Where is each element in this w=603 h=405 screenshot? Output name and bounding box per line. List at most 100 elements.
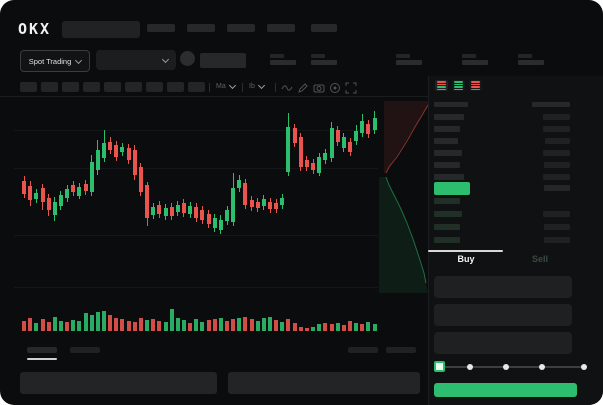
candle-body: [255, 202, 260, 208]
slider-stop-dot[interactable]: [581, 364, 587, 370]
settings-icon[interactable]: [329, 82, 341, 94]
orderbook-header-amount: [532, 102, 570, 107]
last-price-badge[interactable]: [434, 182, 470, 195]
stat-value-placeholder: [396, 60, 422, 65]
amount-slider-handle[interactable]: [434, 361, 445, 372]
candle-body: [292, 128, 297, 143]
camera-icon[interactable]: [313, 82, 325, 94]
interval-button[interactable]: [83, 82, 100, 92]
pair-name-placeholder: [200, 53, 246, 68]
candle-body: [286, 127, 291, 172]
search-input[interactable]: [62, 21, 140, 38]
divider: [242, 83, 243, 92]
fullscreen-icon[interactable]: [345, 82, 357, 94]
slider-stop-dot[interactable]: [503, 364, 509, 370]
orderbook-view-both-icon[interactable]: [435, 80, 448, 91]
bid-price[interactable]: [434, 211, 462, 217]
interval-button[interactable]: [125, 82, 142, 92]
stat-label-placeholder: [462, 54, 476, 58]
gridline: [14, 235, 378, 236]
divider: [209, 83, 210, 92]
interval-button[interactable]: [188, 82, 205, 92]
bid-price[interactable]: [434, 224, 460, 230]
orderbook-view-asks-icon[interactable]: [469, 80, 482, 91]
overlay-dropdown[interactable]: Ma: [216, 81, 236, 90]
volume-bar: [28, 318, 33, 331]
bottom-tab-active[interactable]: [27, 347, 57, 353]
candle-body: [132, 150, 137, 175]
bottom-action[interactable]: [386, 347, 416, 353]
interval-button[interactable]: [146, 82, 163, 92]
amount-input[interactable]: [434, 304, 572, 326]
slider-stop-dot[interactable]: [539, 364, 545, 370]
candle-body: [366, 124, 371, 134]
candle-body: [335, 130, 340, 142]
volume-bar: [323, 323, 328, 331]
candle-body: [280, 198, 285, 205]
candle-body: [200, 210, 205, 220]
orderbook-view-bids-icon[interactable]: [452, 80, 465, 91]
nav-item[interactable]: [187, 24, 215, 32]
interval-button[interactable]: [41, 82, 58, 92]
volume-bar: [335, 323, 340, 331]
interval-button[interactable]: [167, 82, 184, 92]
last-price-amount: [544, 185, 570, 191]
nav-item[interactable]: [227, 24, 255, 32]
ask-price[interactable]: [434, 174, 464, 180]
slider-stop-dot[interactable]: [467, 364, 473, 370]
divider: [0, 96, 428, 97]
volume-bar: [157, 321, 162, 331]
interval-button[interactable]: [62, 82, 79, 92]
bottom-action[interactable]: [348, 347, 378, 353]
market-selector-dropdown[interactable]: Spot Trading: [20, 50, 90, 72]
candle-body: [237, 180, 242, 188]
ask-price[interactable]: [434, 138, 458, 144]
pair-selector-dropdown[interactable]: [96, 50, 176, 70]
interval-button[interactable]: [104, 82, 121, 92]
volume-bar: [22, 321, 26, 331]
volume-bar: [114, 318, 119, 331]
ask-amount: [544, 162, 570, 168]
stat-label-placeholder: [270, 54, 284, 58]
gridline: [14, 168, 378, 169]
candle-body: [212, 218, 217, 228]
bid-price[interactable]: [434, 237, 460, 243]
amount-slider-track[interactable]: [438, 366, 586, 368]
total-input[interactable]: [434, 332, 572, 354]
wave-icon[interactable]: [281, 82, 293, 94]
ask-amount: [543, 126, 570, 132]
divider: [275, 83, 276, 92]
nav-item[interactable]: [147, 24, 175, 32]
volume-bar: [175, 318, 180, 331]
tab-sell[interactable]: Sell: [531, 254, 548, 264]
candle-body: [298, 137, 303, 167]
indicator-dropdown[interactable]: Ib: [249, 81, 265, 90]
volume-bar: [212, 319, 217, 331]
candle-body: [231, 188, 236, 222]
gridline: [14, 130, 378, 131]
volume-bar: [151, 319, 156, 331]
price-input[interactable]: [434, 276, 572, 298]
candle-body: [304, 160, 309, 167]
volume-bar: [65, 322, 70, 331]
draw-icon[interactable]: [297, 82, 309, 94]
candle-body: [169, 207, 174, 216]
volume-bar: [231, 319, 236, 331]
interval-button[interactable]: [20, 82, 37, 92]
bottom-tab[interactable]: [70, 347, 100, 353]
nav-item[interactable]: [267, 24, 295, 32]
ask-amount: [543, 114, 570, 120]
candle-body: [175, 205, 180, 212]
ask-price[interactable]: [434, 162, 460, 168]
nav-item[interactable]: [311, 24, 337, 32]
candle-body: [22, 181, 26, 194]
volume-bar: [292, 323, 297, 331]
ask-price[interactable]: [434, 126, 460, 132]
tab-buy[interactable]: Buy: [457, 254, 475, 264]
ask-price[interactable]: [434, 150, 462, 156]
place-order-button[interactable]: [434, 383, 577, 397]
candle-body: [181, 203, 186, 213]
ask-price[interactable]: [434, 114, 464, 120]
bid-price[interactable]: [434, 198, 460, 204]
